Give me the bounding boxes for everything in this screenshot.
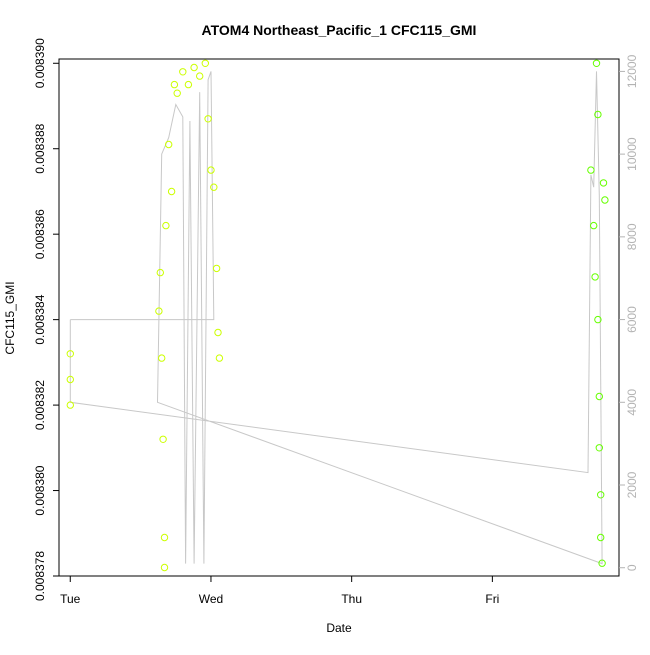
data-point [601,196,609,204]
data-point [170,80,179,89]
data-point [597,533,605,542]
data-point [591,273,599,281]
y-tick-label: 0.008390 [33,38,47,88]
y2-tick-label: 10000 [625,137,639,171]
data-point [214,328,222,337]
data-point [160,533,169,542]
y-tick-label: 0.008388 [33,123,47,173]
data-point [196,72,204,80]
points-layer [66,59,609,572]
data-point [155,307,163,315]
data-point [212,264,221,273]
data-point [66,350,75,358]
data-point [597,491,605,499]
data-point [599,179,608,187]
x-tick-label: Thu [341,592,362,606]
data-point [598,559,606,567]
y2-tick-label: 6000 [625,306,639,333]
chart-title: ATOM4 Northeast_Pacific_1 CFC115_GMI [202,22,477,38]
data-point [595,444,603,452]
data-point [167,187,176,196]
y-tick-label: 0.008378 [33,551,47,601]
y-axis-left: 0.008378 0.008380 0.008382 0.008384 0.008386… [33,38,59,601]
data-point [594,315,602,324]
x-tick-label: Wed [199,592,223,606]
data-point [204,115,212,123]
data-point [165,140,173,149]
x-tick-label: Fri [485,592,499,606]
x-tick-label: Tue [60,592,81,606]
x-axis-label: Date [326,621,352,635]
y-axis-label: CFC115_GMI [3,281,17,354]
y2-tick-label: 2000 [625,471,639,498]
y-tick-label: 0.008384 [33,294,47,344]
y-axis-right: 0 2000 4000 6000 8000 10000 12000 [619,54,639,571]
data-point [158,354,166,362]
data-point [160,563,169,572]
data-point [210,183,218,191]
y-tick-label: 0.008380 [33,465,47,515]
data-point [173,89,181,97]
y-tick-label: 0.008386 [33,209,47,259]
data-point [587,166,595,174]
y2-tick-label: 12000 [625,54,639,88]
y-tick-label: 0.008382 [33,380,47,430]
data-point [207,166,215,174]
data-point [66,375,75,384]
x-axis: Tue Wed Thu Fri [60,575,499,606]
data-point [159,435,167,443]
data-point [592,59,601,67]
data-point [215,354,224,362]
data-point [179,68,187,76]
altitude-line [69,71,603,565]
data-point [156,268,165,277]
data-point [594,110,602,119]
y2-tick-label: 0 [625,564,639,571]
data-point [162,221,170,230]
data-point [590,221,598,230]
data-point [201,59,210,67]
altitude-layer [69,71,603,565]
data-point [595,392,603,401]
data-point [184,80,193,89]
data-point [66,401,75,409]
plot-frame [58,58,620,577]
y2-tick-label: 4000 [625,389,639,416]
data-point [190,63,198,72]
y2-tick-label: 8000 [625,223,639,250]
